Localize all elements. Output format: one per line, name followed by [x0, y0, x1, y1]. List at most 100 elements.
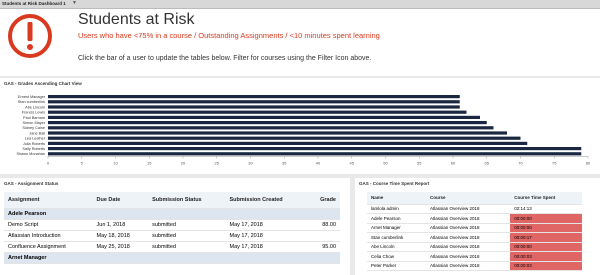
x-tick-label: 30	[248, 160, 253, 165]
cell: Abe Lincoln	[367, 242, 426, 252]
title: Students at Risk	[78, 11, 195, 28]
cell: 88.00	[307, 219, 340, 231]
assignment-table: Assignment Due Date Submission Status Submi…	[4, 192, 340, 264]
x-tick-label: 75	[552, 160, 557, 165]
header: Students at Risk Users who have <75% in …	[0, 9, 600, 76]
x-tick-label: 70	[518, 160, 523, 165]
x-tick-label: 65	[485, 160, 490, 165]
row: Arnet Manager Atlassian Overview 2018 00:0…	[367, 223, 582, 233]
x-tick-label: 40	[316, 160, 321, 165]
row: Stan cumberlink Atlassian Overview 2018 00…	[367, 232, 582, 243]
y-tick-label: Francis Lewis	[22, 111, 45, 115]
tab-bar: Students at Risk Dashboard 1 ▼	[0, 0, 600, 9]
cell: Arnet Manager	[367, 223, 426, 233]
cell: Demo Script	[4, 219, 93, 231]
panel-title: GAS - Assignment Status	[4, 181, 59, 186]
cell: Atlassian Overview 2018	[425, 213, 511, 224]
cell: 00:00:17	[510, 232, 582, 243]
row: Atlassian Introduction May 18, 2018 submit…	[4, 230, 340, 242]
x-tick-label: 80	[586, 160, 591, 165]
y-tick-label: Julia Roberts	[23, 142, 45, 146]
time-panel: GAS - Course Time Spent Report Name Cours…	[355, 178, 600, 275]
panel-title: GAS - Course Time Spent Report	[359, 181, 430, 186]
panel-title: GAS - Grades Ascending Chart View	[4, 81, 82, 86]
cell: Adele Pearson	[367, 213, 426, 224]
y-tick-label: Sally Roberts	[22, 147, 45, 151]
bar	[48, 131, 507, 135]
group-row: Adele Pearson	[4, 208, 340, 220]
bar	[48, 126, 494, 130]
header-row: Assignment Due Date Submission Status Submi…	[4, 192, 340, 209]
bar	[48, 100, 460, 104]
x-tick-label: 20	[181, 160, 186, 165]
bar	[48, 141, 528, 145]
cell: May 17, 2018	[225, 219, 308, 231]
column-header: Course	[425, 192, 511, 205]
group-name: Adele Pearson	[4, 208, 340, 220]
cell: lamlola admin	[367, 204, 426, 214]
tab[interactable]: Students at Risk Dashboard 1	[2, 1, 66, 6]
cell: May 17, 2018	[225, 241, 308, 253]
cell: 95.00	[307, 241, 340, 253]
cell: Atlassian Overview 2018	[425, 251, 511, 262]
row: Adele Pearson Atlassian Overview 2018 00:0…	[367, 213, 582, 224]
alert-icon	[8, 14, 52, 58]
column-header: Name	[367, 192, 426, 205]
column-header: Grade	[307, 192, 340, 209]
cell: submitted	[148, 241, 226, 253]
x-tick-label: 25	[215, 160, 220, 165]
x-tick-label: 45	[350, 160, 355, 165]
cell: Atlassian Overview 2018	[425, 223, 511, 233]
cell: submitted	[148, 219, 226, 231]
cell: 00:00:00	[510, 213, 582, 224]
y-tick-label: Stan cumberlink	[18, 100, 45, 104]
column-header: Course Time Spent	[510, 192, 582, 205]
cell: 00:00:00	[510, 223, 582, 233]
x-tick-label: 5	[81, 160, 84, 165]
x-tick-label: 10	[113, 160, 118, 165]
y-tick-label: Shawn Monahan	[17, 152, 46, 156]
chart-panel: GAS - Grades Ascending Chart View 0 5 10 15…	[0, 78, 600, 174]
bar	[48, 95, 460, 99]
cell: May 17, 2018	[225, 230, 308, 242]
row: lamlola admin Atlassian Overview 2018 02:1…	[367, 204, 582, 214]
cell: May 18, 2018	[92, 230, 149, 242]
x-tick-label: 15	[147, 160, 152, 165]
y-tick-label: Paul Barnam	[23, 116, 45, 120]
cell: Atlassian Overview 2018	[425, 204, 511, 214]
column-header: Submission Status	[148, 192, 226, 209]
assignment-panel: GAS - Assignment Status Assignment Due Da…	[0, 178, 350, 275]
row: Peter Parker Atlassian Overview 2018 00:00…	[367, 261, 582, 271]
y-tick-label: Jane Ball	[29, 131, 45, 135]
y-tick-label: Lea Leather	[25, 137, 46, 141]
column-header: Assignment	[4, 192, 93, 209]
bar	[48, 105, 460, 109]
row: Demo Script Jun 1, 2018 submitted May 17, 2…	[4, 219, 340, 231]
instruction: Click the bar of a user to update the ta…	[78, 55, 372, 62]
cell: Confluence Assignment	[4, 241, 93, 253]
bar	[48, 115, 480, 119]
cell: 00:00:03	[510, 261, 582, 271]
cell: May 25, 2018	[92, 241, 149, 253]
column-header: Submission Created	[225, 192, 308, 209]
time-table: Name Course Course Time Spent lamlola admin…	[367, 192, 582, 271]
cell: submitted	[148, 230, 226, 242]
chart: 0 5 10 15 20 25 30 35 40 45 50 55 60 65 70 75 80 Ernest M…	[17, 95, 591, 165]
header-row: Name Course Course Time Spent	[367, 192, 582, 205]
cell: 00:00:03	[510, 251, 582, 262]
cell: Atlassian Overview 2018	[425, 232, 511, 243]
cell: 00:00:00	[510, 242, 582, 252]
column-header: Due Date	[92, 192, 149, 209]
filter-icon[interactable]: ▼	[72, 0, 77, 6]
x-tick-label: 55	[417, 160, 422, 165]
cell: Atlassian Overview 2018	[425, 261, 511, 271]
bar	[48, 147, 582, 151]
x-tick-label: 0	[47, 160, 50, 165]
bar	[48, 136, 521, 140]
y-tick-label: Abe Lincoln	[25, 105, 45, 109]
y-tick-label: Simon Mayer	[23, 121, 46, 125]
group-row: Arnet Manager	[4, 252, 340, 264]
cell: 02:14:13	[510, 204, 582, 214]
cell: Celia Chow	[367, 251, 426, 262]
